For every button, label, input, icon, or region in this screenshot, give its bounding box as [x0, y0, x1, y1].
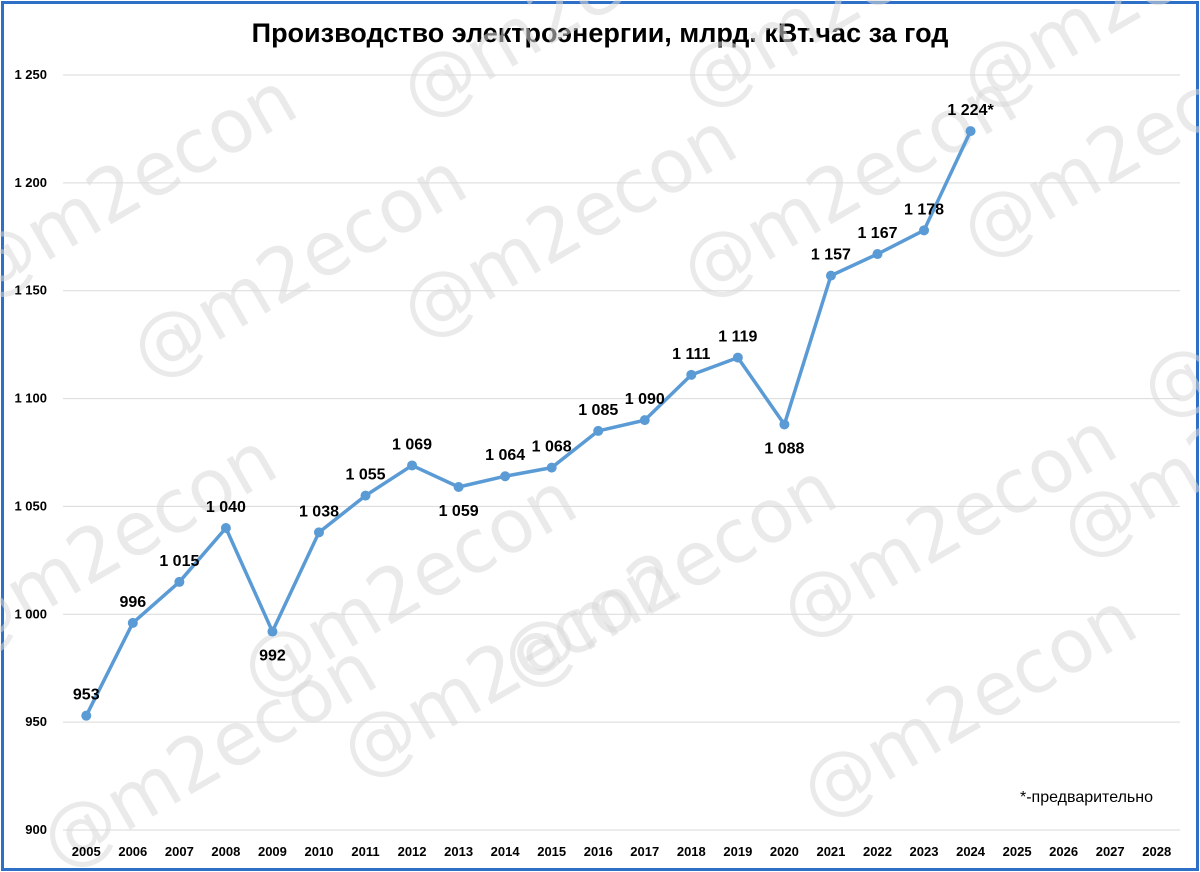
data-point	[360, 490, 371, 501]
x-tick-label: 2027	[1096, 844, 1125, 859]
y-tick-label: 1 050	[14, 498, 47, 513]
x-tick-label: 2016	[584, 844, 613, 859]
x-tick-label: 2028	[1142, 844, 1171, 859]
data-labels: 953 996 1 015 1 040 992 1 038 1 055 1 069 1 059 1…	[73, 102, 995, 704]
x-tick-label: 2018	[677, 844, 706, 859]
x-tick-label: 2020	[770, 844, 799, 859]
data-label: 1 059	[439, 503, 479, 520]
data-label: 1 064	[485, 447, 525, 464]
x-tick-label: 2013	[444, 844, 473, 859]
data-label: 992	[259, 648, 286, 665]
x-tick-label: 2025	[1003, 844, 1032, 859]
series-line	[84, 130, 973, 717]
y-tick-label: 900	[25, 822, 47, 837]
y-tick-label: 1 100	[14, 391, 47, 406]
data-label: 1 090	[625, 391, 665, 408]
data-label: 1 040	[206, 499, 246, 516]
y-tick-label: 1 250	[14, 67, 47, 82]
data-point	[546, 462, 557, 473]
data-label: 1 068	[532, 439, 572, 456]
data-label: 1 167	[857, 225, 897, 242]
data-series	[81, 126, 976, 721]
x-tick-label: 2012	[398, 844, 427, 859]
data-label: 1 119	[718, 329, 757, 346]
data-point	[500, 471, 511, 482]
x-tick-label: 2011	[351, 844, 379, 859]
data-point	[407, 460, 418, 471]
data-label: 1 055	[345, 467, 385, 484]
x-tick-label: 2022	[863, 844, 892, 859]
y-axis-ticks: 900 950 1 000 1 050 1 100 1 150 1 200 1 250	[14, 67, 47, 837]
x-tick-label: 2008	[211, 844, 240, 859]
data-point	[686, 369, 697, 380]
data-label: 1 157	[811, 247, 851, 264]
data-point	[639, 415, 650, 426]
watermark-text: @m2econ	[1126, 175, 1200, 435]
data-point	[965, 126, 976, 137]
x-tick-label: 2026	[1049, 844, 1078, 859]
data-label: 1 038	[299, 503, 339, 520]
x-tick-label: 2021	[816, 844, 845, 859]
data-label: 953	[73, 687, 100, 704]
chart-title: Производство электроэнергии, млрд. кВт.ч…	[251, 18, 949, 48]
data-point	[127, 617, 138, 628]
x-tick-label: 2017	[630, 844, 659, 859]
x-tick-label: 2006	[118, 844, 147, 859]
x-tick-label: 2009	[258, 844, 287, 859]
data-label: 1 015	[159, 553, 199, 570]
data-point	[779, 419, 790, 430]
x-tick-label: 2014	[491, 844, 521, 859]
data-point	[825, 270, 836, 281]
data-point	[267, 626, 278, 637]
x-tick-label: 2024	[956, 844, 986, 859]
data-point	[81, 710, 92, 721]
x-tick-label: 2005	[72, 844, 101, 859]
data-label: 1 085	[578, 402, 618, 419]
y-tick-label: 1 000	[14, 606, 47, 621]
x-tick-label: 2023	[910, 844, 939, 859]
data-label: 1 069	[392, 436, 432, 453]
data-point	[313, 527, 324, 538]
y-tick-label: 1 200	[14, 175, 47, 190]
y-tick-label: 1 150	[14, 283, 47, 298]
data-point	[453, 482, 464, 493]
x-axis-ticks: 2005 2006 2007 2008 2009 2010 2011 2012 2013 2014…	[72, 844, 1171, 859]
x-tick-label: 2010	[305, 844, 334, 859]
x-tick-label: 2007	[165, 844, 194, 859]
x-tick-label: 2015	[537, 844, 566, 859]
data-point	[593, 425, 604, 436]
data-label: 1 224*	[947, 102, 994, 119]
gridlines	[63, 74, 1180, 831]
data-label: 1 088	[764, 440, 804, 457]
data-point	[919, 225, 930, 236]
data-label: 996	[119, 594, 146, 611]
data-point	[174, 576, 185, 587]
data-label: 1 178	[904, 201, 944, 218]
data-point	[732, 352, 743, 363]
x-tick-label: 2019	[723, 844, 752, 859]
y-tick-label: 950	[25, 714, 47, 729]
data-point	[220, 523, 231, 533]
watermark-text: @m2econ	[26, 625, 391, 872]
preliminary-note: *-предварительно	[1020, 789, 1153, 806]
data-label: 1 111	[672, 346, 710, 363]
data-point	[872, 249, 883, 260]
